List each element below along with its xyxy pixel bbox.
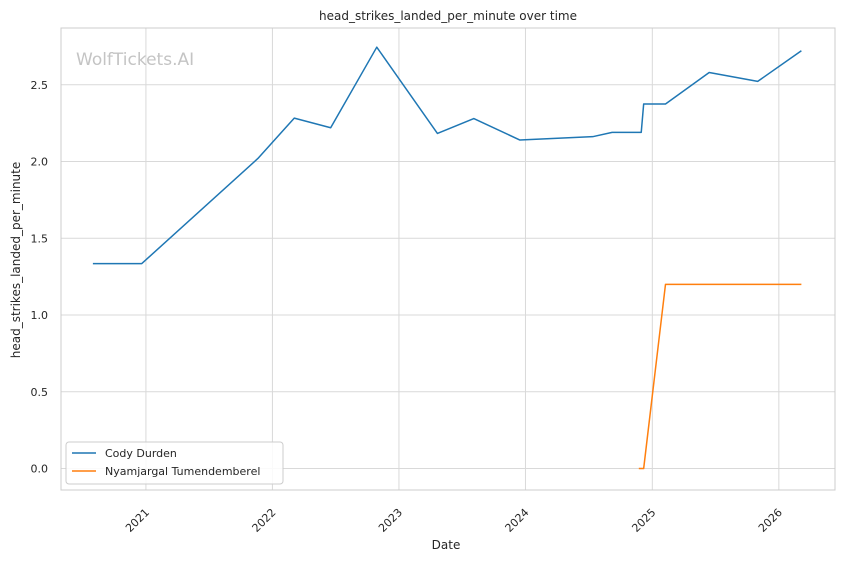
legend-label-nyamjargal-tumendemberel: Nyamjargal Tumendemberel xyxy=(105,465,260,478)
watermark: WolfTickets.AI xyxy=(76,50,194,70)
x-tick-label: 2023 xyxy=(376,506,405,535)
legend-box xyxy=(65,441,284,485)
x-tick-label: 2024 xyxy=(503,506,532,535)
grid xyxy=(61,28,835,490)
x-tick-label: 2025 xyxy=(629,506,658,535)
y-axis-label: head_strikes_landed_per_minute xyxy=(9,162,23,359)
y-tick-label: 2.5 xyxy=(31,79,49,92)
series-line-nyamjargal-tumendemberel xyxy=(638,283,802,470)
y-tick-label: 1.0 xyxy=(31,309,49,322)
x-tick-label: 2022 xyxy=(250,506,279,535)
y-tick-label: 0.0 xyxy=(31,463,49,476)
x-tick-label: 2021 xyxy=(123,506,152,535)
chart-title: head_strikes_landed_per_minute over time xyxy=(319,9,577,23)
series-line-cody-durden xyxy=(92,46,802,265)
y-tick-label: 0.5 xyxy=(31,386,49,399)
x-axis-label: Date xyxy=(432,538,461,552)
x-tick-label: 2026 xyxy=(756,506,785,535)
y-tick-label: 1.5 xyxy=(31,232,49,245)
plot-area xyxy=(60,27,836,491)
legend-label-cody-durden: Cody Durden xyxy=(105,447,177,460)
legend: Cody Durden Nyamjargal Tumendemberel xyxy=(65,441,284,485)
series-layer xyxy=(92,46,802,470)
y-tick-label: 2.0 xyxy=(31,156,49,169)
